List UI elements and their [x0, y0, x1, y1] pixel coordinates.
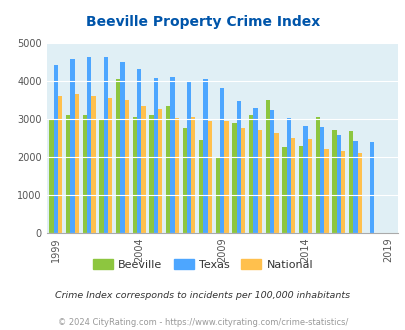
Bar [191, 116, 195, 233]
Bar [281, 147, 286, 233]
Bar [331, 130, 336, 233]
Bar [58, 96, 62, 233]
Bar [182, 128, 186, 233]
Bar [257, 130, 261, 233]
Bar [253, 108, 257, 233]
Bar [203, 79, 207, 233]
Text: Crime Index corresponds to incidents per 100,000 inhabitants: Crime Index corresponds to incidents per… [55, 291, 350, 300]
Bar [352, 141, 357, 233]
Bar [174, 118, 179, 233]
Bar [116, 79, 120, 233]
Bar [166, 106, 170, 233]
Bar [274, 133, 278, 233]
Bar [303, 126, 307, 233]
Legend: Beeville, Texas, National: Beeville, Texas, National [88, 255, 317, 274]
Bar [224, 121, 228, 233]
Bar [141, 106, 145, 233]
Bar [319, 127, 324, 233]
Bar [348, 131, 352, 233]
Bar [158, 109, 162, 233]
Bar [132, 117, 136, 233]
Bar [220, 88, 224, 233]
Bar [170, 77, 174, 233]
Bar [286, 118, 290, 233]
Bar [124, 100, 129, 233]
Bar [99, 119, 103, 233]
Bar [215, 157, 220, 233]
Bar [207, 121, 211, 233]
Bar [236, 101, 241, 233]
Bar [66, 115, 70, 233]
Bar [186, 81, 191, 233]
Bar [340, 151, 344, 233]
Bar [136, 69, 141, 233]
Bar [369, 142, 373, 233]
Bar [199, 141, 203, 233]
Bar [120, 62, 124, 233]
Bar [307, 139, 311, 233]
Bar [53, 65, 58, 233]
Bar [232, 123, 236, 233]
Bar [108, 98, 112, 233]
Bar [83, 115, 87, 233]
Bar [75, 94, 79, 233]
Bar [324, 149, 328, 233]
Bar [49, 119, 53, 233]
Bar [153, 78, 158, 233]
Text: Beeville Property Crime Index: Beeville Property Crime Index [86, 15, 319, 29]
Bar [70, 59, 75, 233]
Bar [87, 57, 91, 233]
Bar [357, 152, 361, 233]
Text: © 2024 CityRating.com - https://www.cityrating.com/crime-statistics/: © 2024 CityRating.com - https://www.city… [58, 318, 347, 327]
Bar [241, 128, 245, 233]
Bar [336, 135, 340, 233]
Bar [91, 96, 96, 233]
Bar [290, 138, 294, 233]
Bar [265, 100, 269, 233]
Bar [298, 146, 303, 233]
Bar [269, 110, 274, 233]
Bar [149, 115, 153, 233]
Bar [315, 117, 319, 233]
Bar [103, 57, 108, 233]
Bar [249, 115, 253, 233]
